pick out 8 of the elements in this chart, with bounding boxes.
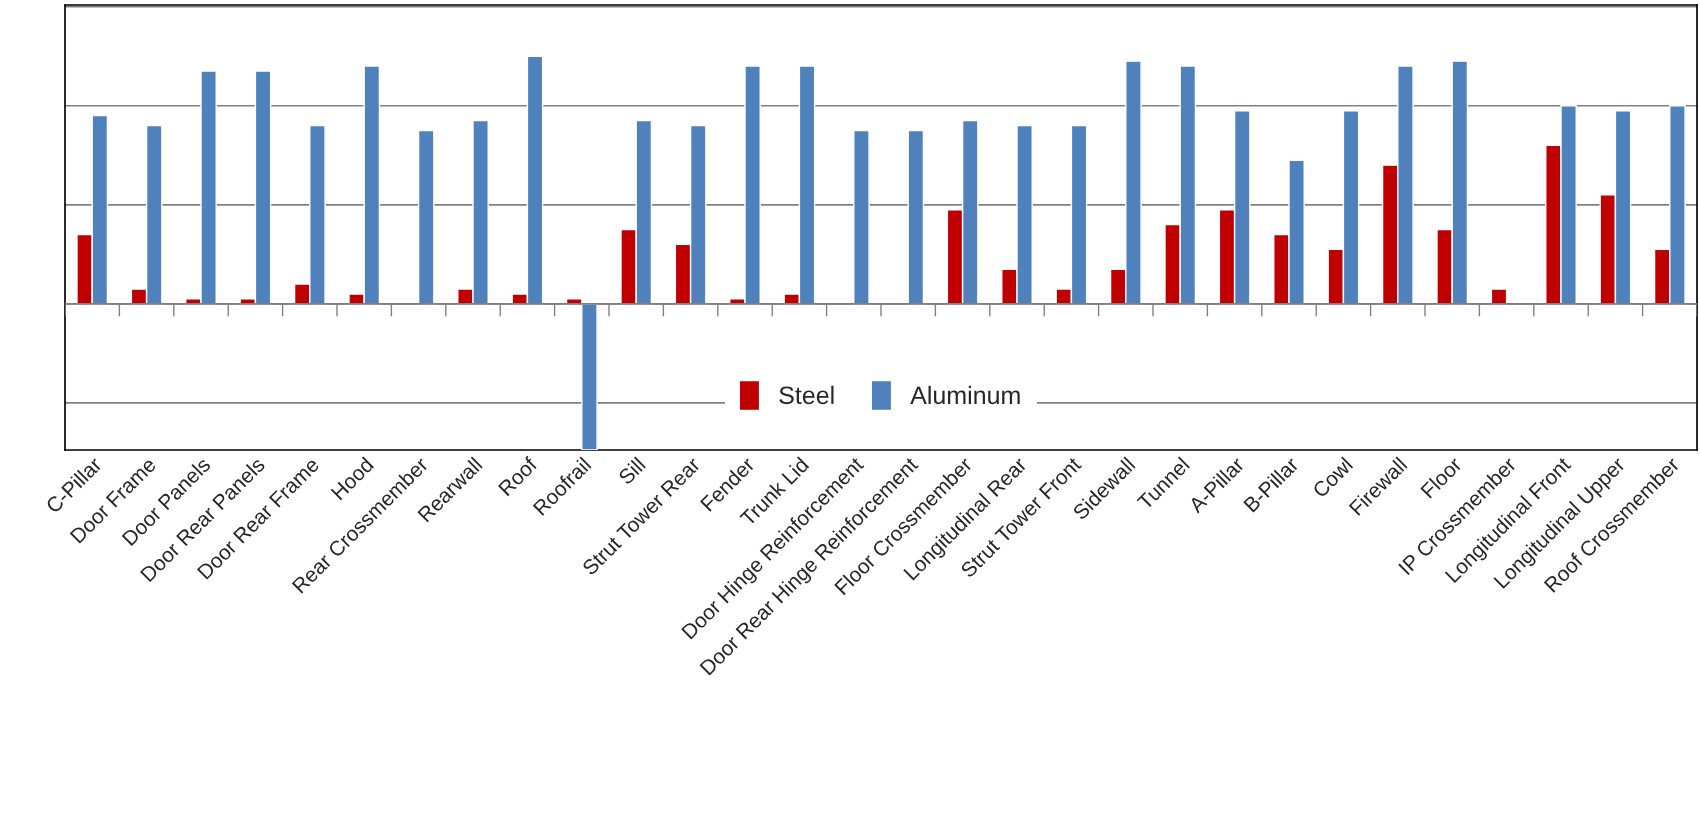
x-tick-label: Sill	[617, 456, 647, 486]
bar	[1490, 288, 1508, 305]
bar	[417, 129, 435, 305]
bar	[907, 129, 925, 305]
legend-label: Aluminum	[910, 385, 1020, 405]
legend-label: Steel	[779, 385, 834, 405]
bar	[581, 303, 598, 450]
bar	[853, 129, 870, 305]
